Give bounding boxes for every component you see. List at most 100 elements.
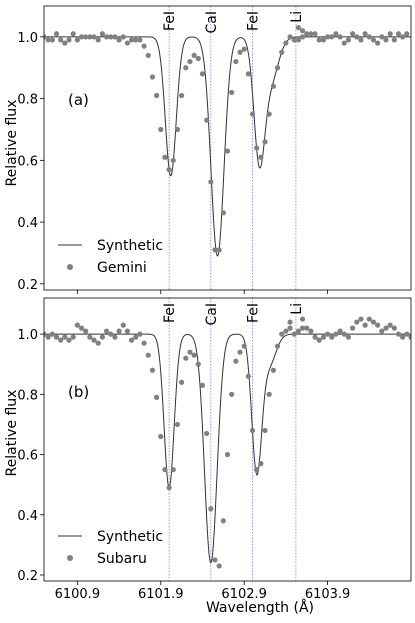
data-point [112, 34, 118, 40]
line-marker-label-3: Li [289, 11, 305, 23]
data-point [358, 37, 364, 43]
data-point [49, 37, 55, 43]
data-point [266, 111, 272, 117]
data-point [158, 433, 164, 440]
panel-label: (a) [68, 91, 89, 109]
data-point [74, 37, 80, 43]
panel-b: FeI CaI FeI Li 0.2 0.4 0.6 0.8 1.0 6100.9 6101.9 61… [17, 297, 412, 602]
data-point [145, 52, 151, 58]
data-point [274, 65, 281, 71]
data-point [187, 58, 193, 65]
data-point [120, 34, 126, 40]
data-point [170, 467, 176, 473]
data-point [270, 367, 276, 373]
y-tick-label: 0.4 [17, 216, 38, 231]
data-point [195, 55, 201, 62]
data-point [258, 460, 264, 467]
data-point [379, 328, 385, 334]
data-point [237, 349, 243, 355]
y-tick-label: 1.0 [17, 328, 38, 343]
data-point [383, 37, 389, 43]
data-point [162, 154, 168, 160]
data-point [49, 331, 55, 337]
y-tick-label: 0.4 [17, 509, 38, 524]
data-point [74, 322, 80, 328]
data-point [44, 34, 47, 40]
data-point [204, 117, 210, 123]
data-point [66, 337, 72, 343]
legend-label-synthetic: Synthetic [97, 529, 163, 545]
data-point [83, 34, 89, 40]
data-point [337, 34, 343, 40]
data-point [170, 157, 176, 163]
data-point [316, 337, 322, 343]
data-point [329, 34, 335, 40]
data-point [304, 325, 310, 331]
data-point [404, 31, 410, 37]
data-point [362, 322, 368, 328]
panel-label: (b) [68, 383, 89, 401]
line-marker-label-0: FeI [162, 11, 178, 31]
data-point [116, 37, 122, 43]
data-point [291, 331, 297, 337]
data-point [179, 379, 185, 385]
data-point [245, 373, 251, 379]
data-point [195, 361, 201, 367]
data-point [287, 319, 293, 325]
y-axis-label-a: Relative flux [4, 100, 20, 187]
line-marker-label-2: FeI [246, 303, 262, 323]
data-point [274, 343, 281, 349]
data-point [216, 563, 222, 569]
data-point [124, 40, 131, 46]
line-marker-label-3: Li [289, 303, 305, 315]
data-point [208, 506, 214, 512]
data-point [108, 331, 114, 337]
data-point [62, 334, 68, 340]
data-point [287, 34, 293, 40]
data-point [133, 334, 139, 340]
data-point [44, 331, 47, 337]
y-tick-label: 0.2 [17, 278, 38, 293]
x-tick-label: 6103.9 [305, 587, 351, 602]
data-point [212, 247, 218, 253]
data-point [99, 334, 105, 340]
data-point [237, 49, 243, 55]
data-point [120, 322, 126, 328]
data-point [291, 37, 297, 43]
data-point [316, 37, 322, 43]
data-point [70, 31, 76, 37]
data-point [262, 139, 268, 145]
data-point [204, 430, 210, 437]
data-point [249, 427, 256, 434]
data-point [333, 31, 339, 37]
data-point [354, 319, 360, 325]
data-point [174, 126, 181, 133]
data-point [62, 40, 68, 46]
y-tick-label: 0.8 [17, 388, 38, 403]
line-marker-label-1: CaI [204, 11, 220, 33]
data-point [229, 391, 235, 397]
data-point [295, 328, 301, 334]
data-point [345, 334, 352, 340]
data-point [233, 58, 239, 65]
data-point [149, 74, 156, 80]
data-point [408, 334, 411, 340]
data-point [395, 331, 402, 337]
data-point [183, 65, 189, 71]
x-tick-label: 6100.9 [55, 587, 101, 602]
data-point [191, 352, 197, 358]
data-point [312, 31, 318, 37]
data-point [370, 37, 377, 43]
data-point [45, 334, 51, 340]
line-marker-label-0: FeI [162, 303, 178, 323]
line-marker-label-1: CaI [204, 303, 220, 325]
data-point [324, 34, 331, 40]
data-point [154, 92, 160, 99]
data-point [103, 34, 110, 40]
data-point [112, 334, 118, 340]
data-point [212, 557, 218, 563]
data-point [308, 328, 314, 334]
data-point [53, 334, 60, 340]
data-point [320, 334, 327, 340]
data-point [128, 337, 135, 343]
